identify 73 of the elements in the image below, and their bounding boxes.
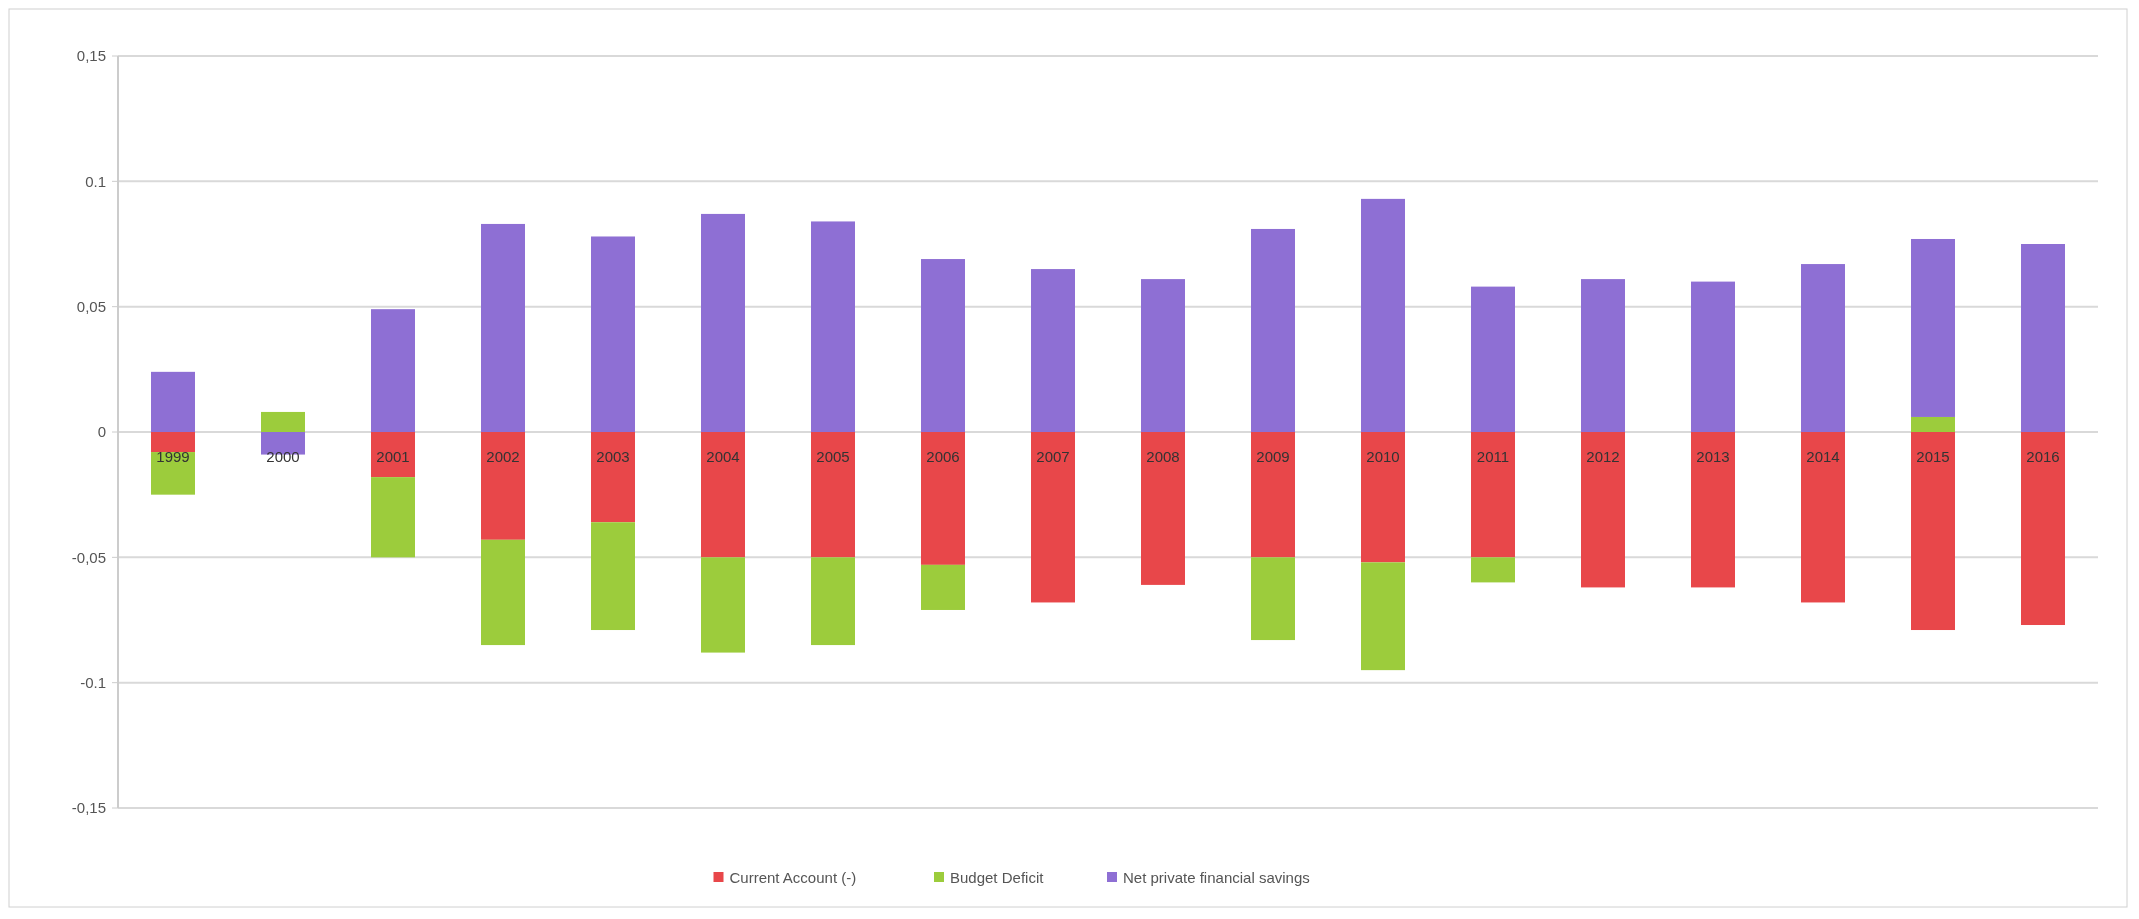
y-tick-label: 0,05 [76,297,106,315]
bar [1581,279,1625,432]
bar [2021,244,2065,432]
y-tick-label: -0,05 [71,548,106,566]
x-tick-label: 2004 [706,448,740,465]
bar [481,432,525,540]
legend-label: Current Account (-) [729,869,857,887]
x-tick-label: 2015 [1916,448,1950,465]
x-tick-label: 2002 [486,448,520,465]
bar [1141,432,1185,585]
bar [371,432,415,478]
x-tick-label: 2016 [2026,448,2060,465]
bar [1801,264,1845,432]
bar [701,557,745,653]
x-tick-label: 2006 [926,448,960,465]
bar [1251,557,1295,641]
bar [1691,281,1735,432]
bar [811,557,855,646]
bar [1911,432,1955,631]
x-tick-label: 2013 [1696,448,1730,465]
bar [921,259,965,432]
bar [1911,238,1955,417]
bar [151,452,195,495]
bar [481,223,525,432]
bar [1471,557,1515,583]
y-tick-label: -0.1 [80,673,106,691]
bar [921,432,965,565]
x-tick-label: 2011 [1476,448,1510,465]
bar [921,564,965,610]
y-tick-label: 0,15 [76,47,106,65]
bar [261,411,305,432]
bar [591,236,635,432]
x-tick-label: 2007 [1036,448,1070,465]
x-tick-label: 2001 [376,448,410,465]
x-tick-label: 2009 [1256,448,1290,465]
bar [2021,432,2065,626]
bar [1361,562,1405,671]
x-tick-label: 1999 [156,448,190,465]
x-tick-label: 2005 [816,448,850,465]
bar [1581,432,1625,588]
x-tick-label: 2008 [1146,448,1180,465]
bar [591,432,635,523]
bar [1141,279,1185,432]
bar [1801,432,1845,603]
bar [1911,416,1955,432]
bar [151,371,195,432]
bar [1361,432,1405,563]
bar [1691,432,1735,588]
bar [811,221,855,432]
bar [371,477,415,558]
bar [1361,198,1405,432]
bar [371,309,415,432]
bar [151,432,195,453]
bar [811,432,855,558]
x-tick-label: 2003 [596,448,630,465]
bar [1031,269,1075,432]
bar [481,539,525,646]
bar [1031,432,1075,603]
y-tick-label: 0 [97,423,106,441]
y-tick-label: -0,15 [71,799,106,817]
bar [591,522,635,631]
legend-label: Net private financial savings [1123,869,1310,887]
y-tick-label: 0.1 [85,172,106,190]
bar [1471,432,1515,558]
bar [1251,228,1295,432]
bar [701,432,745,558]
bar [1471,286,1515,432]
x-tick-label: 2012 [1586,448,1620,465]
legend-label: Budget Deficit [950,869,1045,887]
x-tick-label: 2014 [1806,448,1840,465]
bar [1251,432,1295,558]
x-tick-label: 2010 [1366,448,1400,465]
bar [701,213,745,432]
